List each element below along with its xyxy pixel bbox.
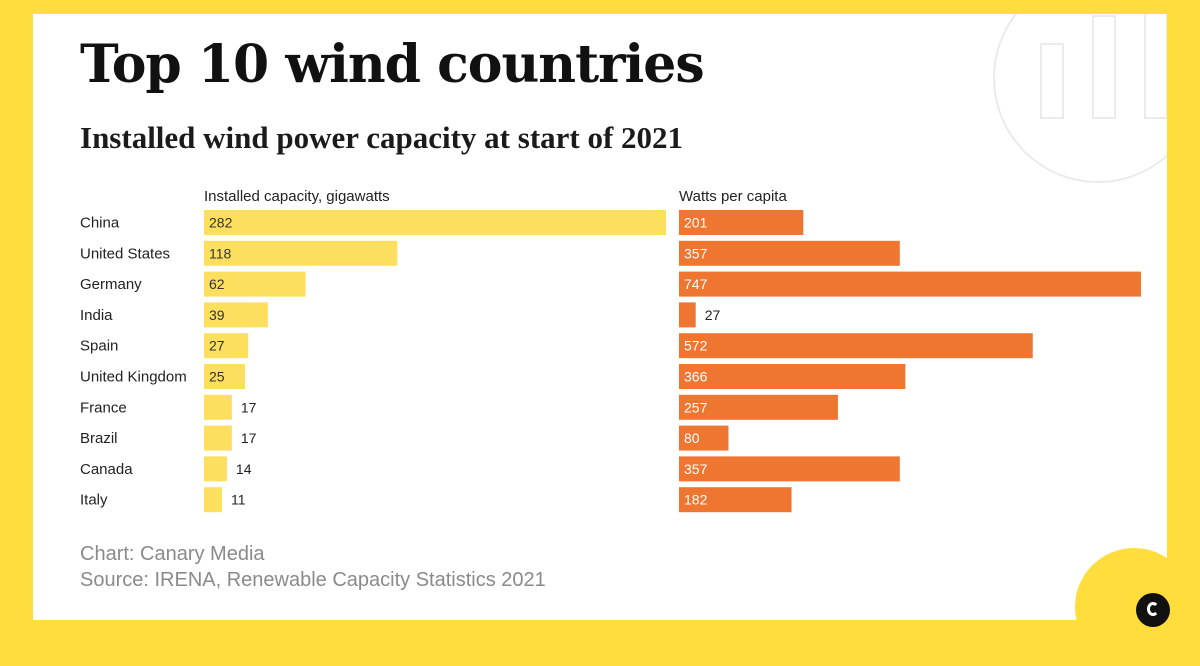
- country-label: Germany: [80, 276, 142, 293]
- country-label: Brazil: [80, 430, 118, 447]
- page-title: Top 10 wind countries: [80, 34, 705, 95]
- country-label: Italy: [80, 492, 108, 509]
- capacity-value-label: 118: [209, 245, 232, 261]
- capacity-bar: [204, 333, 249, 359]
- capacity-value-label: 25: [209, 369, 225, 385]
- per-capita-value-label: 572: [684, 338, 708, 354]
- capacity-value-label: 11: [231, 492, 246, 508]
- per-capita-bar: [679, 425, 729, 451]
- source-credit: Source: IRENA, Renewable Capacity Statis…: [80, 569, 546, 591]
- per-capita-panel-title: Watts per capita: [679, 188, 787, 205]
- capacity-value-label: 62: [209, 276, 225, 292]
- canary-c-logo-icon: [1136, 593, 1170, 627]
- country-label: China: [80, 215, 120, 232]
- capacity-value-label: 39: [209, 307, 225, 323]
- country-label: United Kingdom: [80, 369, 187, 386]
- country-label: India: [80, 307, 113, 324]
- per-capita-value-label: 201: [684, 215, 708, 231]
- capacity-bar: [204, 425, 232, 451]
- capacity-bar: [204, 271, 306, 297]
- capacity-value-label: 17: [241, 399, 257, 415]
- capacity-bar: [204, 210, 666, 235]
- per-capita-value-label: 182: [684, 492, 708, 508]
- per-capita-value-label: 27: [705, 307, 721, 323]
- per-capita-value-label: 357: [684, 461, 708, 477]
- per-capita-bar: [679, 364, 906, 389]
- per-capita-bar: [679, 302, 696, 328]
- per-capita-value-label: 357: [684, 245, 708, 261]
- logo-badge: [1075, 548, 1193, 666]
- per-capita-value-label: 257: [684, 399, 708, 415]
- country-label: Spain: [80, 338, 118, 355]
- capacity-bar: [204, 487, 223, 513]
- per-capita-bar: [679, 271, 1141, 297]
- bar-chart-decoration-icon: [993, 14, 1167, 183]
- per-capita-bar: [679, 210, 804, 235]
- capacity-bar: [204, 302, 268, 328]
- per-capita-value-label: 366: [684, 369, 708, 385]
- capacity-value-label: 14: [236, 461, 252, 477]
- capacity-value-label: 27: [209, 338, 225, 354]
- capacity-value-label: 17: [241, 430, 257, 446]
- page-subtitle: Installed wind power capacity at start o…: [80, 120, 684, 155]
- country-label: United States: [80, 245, 170, 262]
- capacity-bar: [204, 394, 232, 420]
- chart-credit: Chart: Canary Media: [80, 543, 265, 565]
- wind-bar-charts: China United States Germany India Spain Unite…: [80, 210, 1141, 513]
- capacity-panel-title: Installed capacity, gigawatts: [204, 188, 390, 205]
- country-label: France: [80, 399, 127, 416]
- per-capita-bar: [679, 456, 900, 482]
- capacity-bar: [204, 240, 398, 266]
- per-capita-value-label: 80: [684, 430, 700, 446]
- per-capita-bar: [679, 487, 792, 513]
- capacity-bar: [204, 456, 227, 482]
- chart-card: Top 10 wind countries Installed wind pow…: [33, 14, 1167, 620]
- country-label: Canada: [80, 461, 133, 478]
- per-capita-bar: [679, 333, 1033, 359]
- per-capita-value-label: 747: [684, 276, 708, 292]
- per-capita-bar: [679, 394, 838, 420]
- capacity-bar: [204, 364, 245, 389]
- capacity-value-label: 282: [209, 215, 233, 231]
- per-capita-bar: [679, 240, 900, 266]
